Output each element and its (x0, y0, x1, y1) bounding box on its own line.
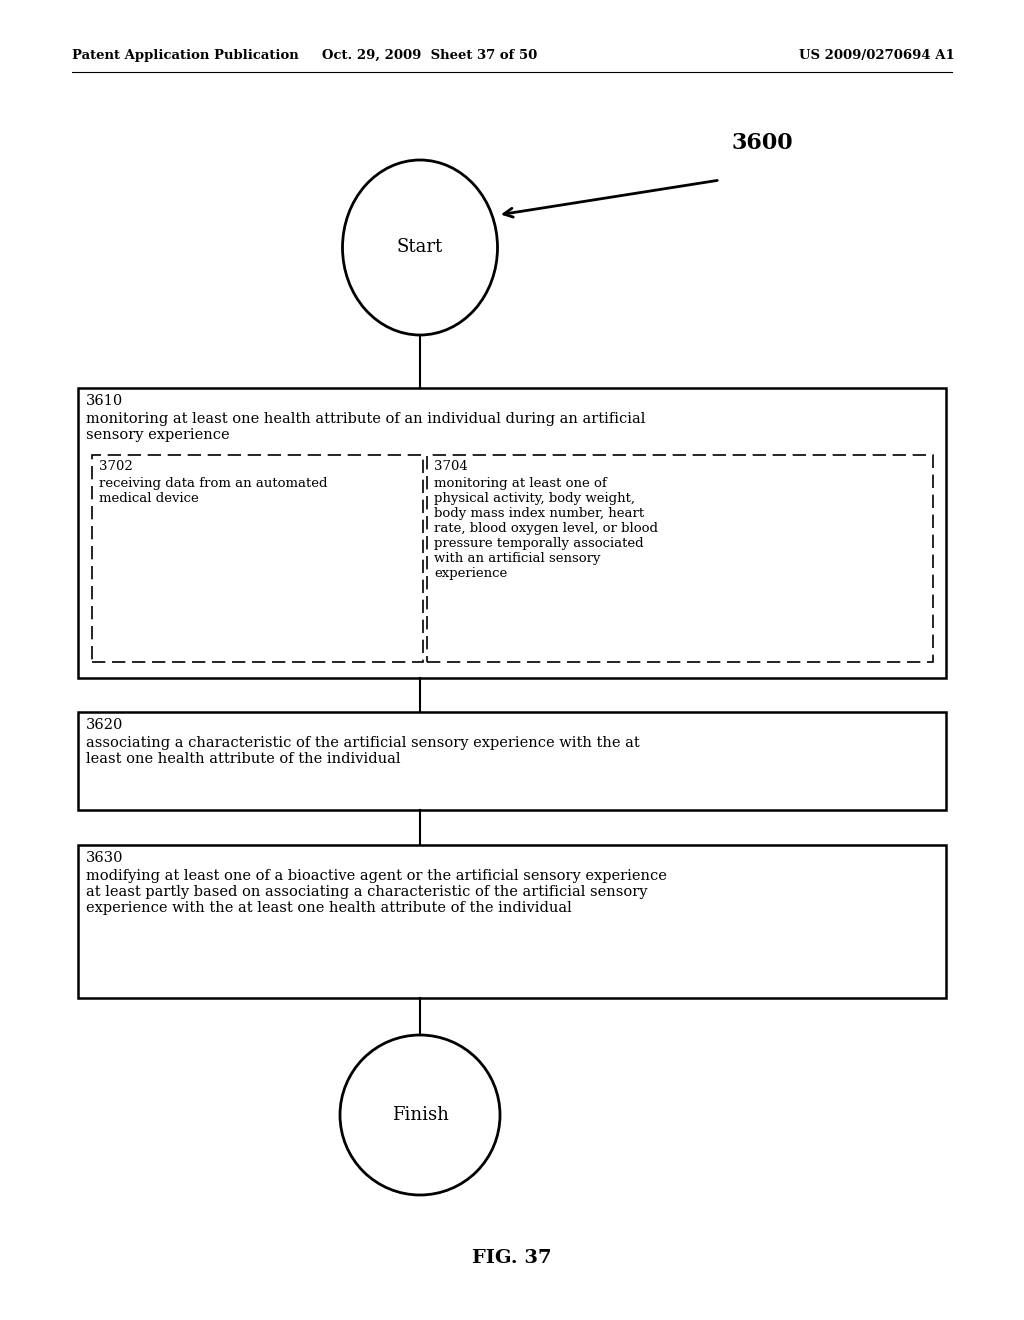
Text: 3600: 3600 (731, 132, 793, 154)
Text: 3702: 3702 (99, 459, 133, 473)
Bar (78, 845, 946, 998)
Text: monitoring at least one of
physical activity, body weight,
body mass index numbe: monitoring at least one of physical acti… (434, 477, 658, 579)
Bar (78, 388, 946, 678)
Text: FIG. 37: FIG. 37 (472, 1249, 552, 1267)
Text: associating a characteristic of the artificial sensory experience with the at
le: associating a characteristic of the arti… (86, 737, 640, 766)
Bar (92, 455, 423, 663)
Text: 3630: 3630 (86, 851, 124, 865)
Text: monitoring at least one health attribute of an individual during an artificial
s: monitoring at least one health attribute… (86, 412, 645, 442)
Text: 3610: 3610 (86, 393, 123, 408)
Text: 3704: 3704 (434, 459, 468, 473)
Text: Oct. 29, 2009  Sheet 37 of 50: Oct. 29, 2009 Sheet 37 of 50 (323, 49, 538, 62)
Text: receiving data from an automated
medical device: receiving data from an automated medical… (99, 477, 328, 506)
Bar (78, 711, 946, 810)
Text: Finish: Finish (391, 1106, 449, 1125)
Text: US 2009/0270694 A1: US 2009/0270694 A1 (800, 49, 955, 62)
Ellipse shape (340, 1035, 500, 1195)
Text: Start: Start (397, 239, 443, 256)
Text: Patent Application Publication: Patent Application Publication (72, 49, 299, 62)
Text: modifying at least one of a bioactive agent or the artificial sensory experience: modifying at least one of a bioactive ag… (86, 869, 667, 915)
Bar (427, 455, 933, 663)
Ellipse shape (342, 160, 498, 335)
Text: 3620: 3620 (86, 718, 123, 733)
